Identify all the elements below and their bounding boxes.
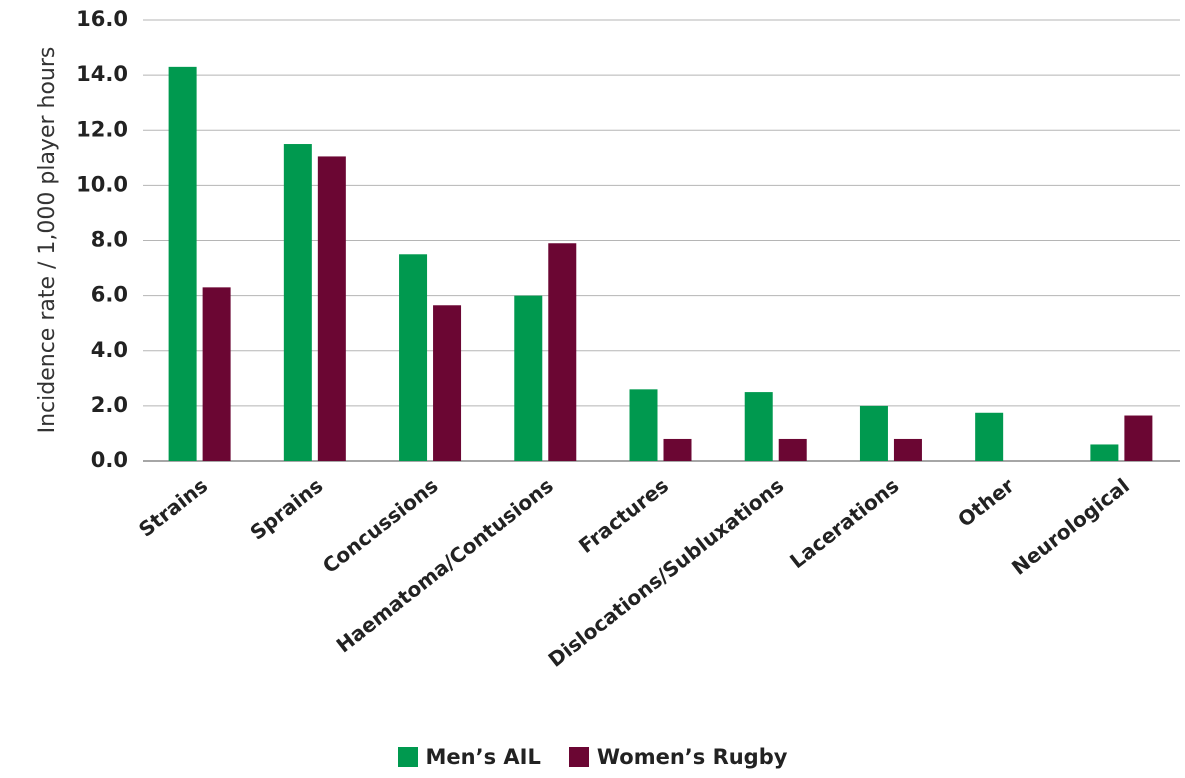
legend-item-men: Men’s AIL [397, 745, 541, 769]
legend-swatch-women [568, 747, 589, 767]
x-axis-ticks: Strains SprainsConcussionsHaematoma/Contu… [134, 473, 1134, 672]
x-tick-label: Strains [134, 473, 212, 541]
bar-chart: Incidence rate / 1,000 player hours 0.0 2… [35, 7, 1180, 672]
bar-women [317, 156, 346, 461]
bar-men [168, 66, 197, 461]
x-tick-label: Haematoma/Contusions [332, 473, 558, 657]
bar-women [202, 287, 231, 461]
bar-women [778, 438, 807, 461]
y-tick-label: 16.0 [76, 7, 128, 31]
y-axis-ticks: 0.0 2.0 4.0 6.0 8.0 10.0 12.0 14.0 16.0 [76, 7, 128, 472]
gridlines [143, 19, 1180, 462]
x-tick-label: Concussions [318, 473, 443, 578]
bar-women [548, 243, 577, 461]
bar-women [893, 438, 922, 461]
y-tick-label: 14.0 [76, 62, 128, 86]
bar-men [283, 144, 312, 461]
legend-item-women: Women’s Rugby [568, 745, 788, 769]
legend-label-women: Women’s Rugby [596, 745, 788, 769]
y-tick-label: 0.0 [91, 448, 128, 472]
legend-label-men: Men’s AIL [425, 745, 541, 769]
y-tick-label: 4.0 [91, 338, 128, 362]
bar-men [629, 389, 658, 461]
y-tick-label: 2.0 [91, 393, 128, 417]
x-tick-label: Lacerations [785, 473, 903, 573]
x-tick-label: Dislocations/Subluxations [544, 473, 789, 671]
bar-women [1124, 415, 1153, 461]
y-tick-label: 8.0 [91, 228, 128, 252]
bar-men [975, 412, 1004, 461]
y-tick-label: 12.0 [76, 117, 128, 141]
legend: Men’s AIL Women’s Rugby [0, 745, 1185, 769]
bar-men [1090, 444, 1119, 461]
bars [168, 66, 1153, 461]
bar-women [433, 305, 462, 461]
bar-men [859, 405, 888, 461]
y-axis-title: Incidence rate / 1,000 player hours [35, 47, 60, 434]
bar-men [399, 254, 428, 461]
legend-swatch-men [397, 747, 418, 767]
x-tick-label: Other [953, 473, 1018, 532]
x-tick-label: Sprains [245, 473, 327, 544]
y-tick-label: 6.0 [91, 283, 128, 307]
bar-women [663, 438, 692, 461]
x-tick-label: Neurological [1007, 473, 1134, 579]
y-tick-label: 10.0 [76, 172, 128, 196]
bar-men [514, 295, 543, 461]
bar-men [744, 392, 773, 461]
x-tick-label: Fractures [574, 473, 673, 558]
